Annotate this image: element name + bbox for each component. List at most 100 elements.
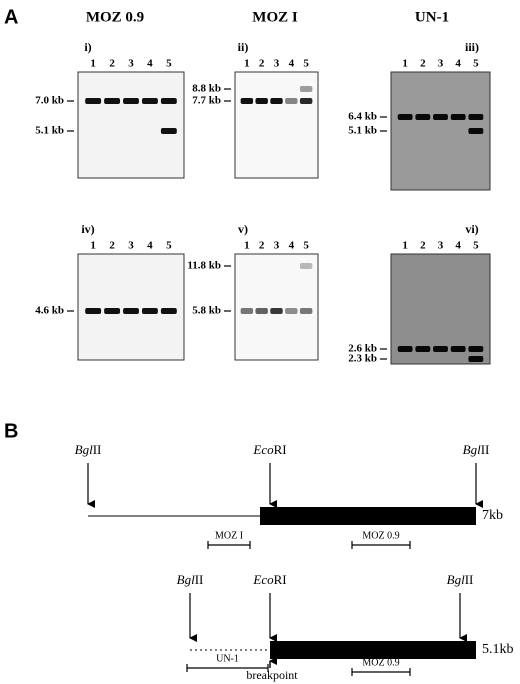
lane-number: 5 xyxy=(303,240,309,252)
lane-number: 3 xyxy=(438,240,444,252)
part-label: A xyxy=(4,6,18,28)
lane-number: 2 xyxy=(259,58,265,70)
band xyxy=(415,346,431,352)
probe-label: MOZ 0.9 xyxy=(362,530,399,541)
lane-number: 3 xyxy=(274,240,280,252)
lane-number: 4 xyxy=(455,240,461,252)
site-label: BglII xyxy=(177,572,204,587)
lane-number: 3 xyxy=(438,58,444,70)
lane-number: 1 xyxy=(402,240,408,252)
map-size: 5.1kb xyxy=(482,642,514,657)
lane-number: 4 xyxy=(289,240,295,252)
band xyxy=(450,114,466,120)
band xyxy=(299,308,313,314)
lane-number: 3 xyxy=(128,58,134,70)
lane-number: 2 xyxy=(420,58,426,70)
lane-number: 1 xyxy=(402,58,408,70)
site-italic: Eco xyxy=(252,572,274,587)
lane-number: 4 xyxy=(147,240,153,252)
band xyxy=(468,114,484,120)
exon-box xyxy=(270,641,476,659)
band xyxy=(104,98,121,104)
band xyxy=(255,308,268,314)
site-italic: Eco xyxy=(252,442,274,457)
lane-number: 1 xyxy=(90,58,96,70)
blot xyxy=(234,71,319,179)
site-italic: Bgl xyxy=(75,442,93,457)
band xyxy=(141,308,158,314)
band xyxy=(85,98,102,104)
column-header: UN-1 xyxy=(415,9,449,25)
probe-label: UN-1 xyxy=(216,653,239,664)
size-label: 4.6 kb xyxy=(35,305,64,317)
probe-label: MOZ 0.9 xyxy=(362,657,399,668)
lane-number: 1 xyxy=(244,58,250,70)
band xyxy=(468,346,484,352)
lane-number: 5 xyxy=(303,58,309,70)
site-rest: II xyxy=(195,572,204,587)
site-label: BglII xyxy=(447,572,474,587)
blot xyxy=(77,71,185,179)
panel-label: iv) xyxy=(81,222,94,236)
band xyxy=(397,114,413,120)
map-size: 7kb xyxy=(482,508,503,523)
site-label: BglII xyxy=(75,442,102,457)
lane-number: 2 xyxy=(109,58,115,70)
lane-number: 2 xyxy=(420,240,426,252)
lane-number: 2 xyxy=(109,240,115,252)
lane-number: 4 xyxy=(455,58,461,70)
lane-number: 1 xyxy=(244,240,250,252)
size-label: 5.8 kb xyxy=(192,305,221,317)
lane-number: 2 xyxy=(259,240,265,252)
band xyxy=(433,114,448,120)
size-label: 5.1 kb xyxy=(35,125,64,137)
part-label: B xyxy=(4,420,18,442)
exon-box xyxy=(260,507,476,525)
band xyxy=(299,86,313,92)
panel-label: iii) xyxy=(465,40,479,54)
size-label: 7.0 kb xyxy=(35,95,64,107)
panel-label: ii) xyxy=(238,40,249,54)
band xyxy=(85,308,102,314)
site-rest: II xyxy=(93,442,102,457)
lane-number: 4 xyxy=(289,58,295,70)
size-label: 2.3 kb xyxy=(348,353,377,365)
size-label: 2.6 kb xyxy=(348,343,377,355)
band xyxy=(397,346,413,352)
band xyxy=(160,98,177,104)
column-header: MOZ I xyxy=(252,9,298,25)
panel-label: v) xyxy=(238,222,248,236)
size-label: 6.4 kb xyxy=(348,111,377,123)
lane-number: 3 xyxy=(274,58,280,70)
site-label: EcoRI xyxy=(252,572,286,587)
lane-number: 4 xyxy=(147,58,153,70)
band xyxy=(123,308,139,314)
lane-number: 1 xyxy=(90,240,96,252)
band xyxy=(450,346,466,352)
band xyxy=(285,308,298,314)
blot xyxy=(390,253,491,365)
site-rest: II xyxy=(465,572,474,587)
site-italic: Bgl xyxy=(447,572,465,587)
band xyxy=(299,263,313,269)
lane-number: 5 xyxy=(166,240,172,252)
breakpoint-label: breakpoint xyxy=(246,668,298,682)
band xyxy=(123,98,139,104)
site-rest: RI xyxy=(274,442,287,457)
site-rest: II xyxy=(481,442,490,457)
column-header: MOZ 0.9 xyxy=(86,9,144,25)
band xyxy=(160,128,177,134)
band xyxy=(255,98,268,104)
band xyxy=(160,308,177,314)
panel-label: vi) xyxy=(465,222,478,236)
probe-label: MOZ I xyxy=(215,530,243,541)
band xyxy=(104,308,121,314)
band xyxy=(415,114,431,120)
blot xyxy=(77,253,185,361)
site-label: EcoRI xyxy=(252,442,286,457)
size-label: 11.8 kb xyxy=(187,260,221,272)
band xyxy=(270,308,283,314)
band xyxy=(468,128,484,134)
band xyxy=(433,346,448,352)
